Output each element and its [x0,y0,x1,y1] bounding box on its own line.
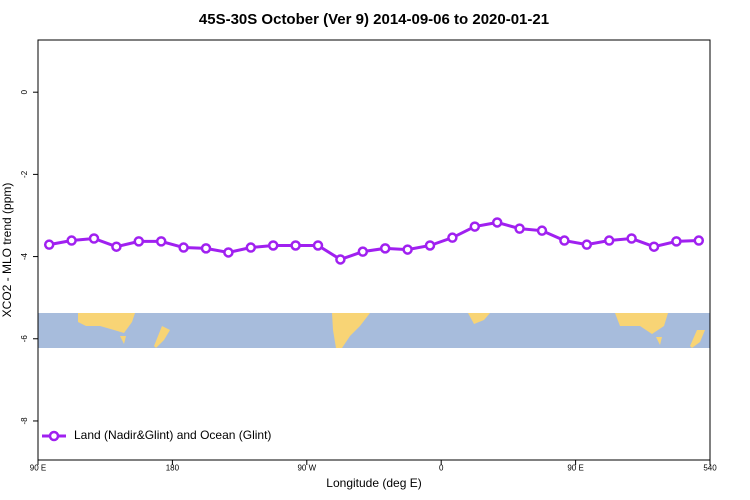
x-tick-label: 540 [703,464,717,473]
data-point [223,247,234,258]
data-point [603,235,615,246]
y-tick-label: -4 [20,252,29,260]
data-point [178,242,189,253]
data-point [66,235,77,246]
chart-title: 45S-30S October (Ver 9) 2014-09-06 to 20… [199,11,549,28]
data-point [245,242,257,253]
x-tick-label: 90 W [297,464,316,473]
data-point [626,233,637,244]
data-point [581,239,593,250]
data-point [357,246,369,257]
data-point [693,235,705,246]
y-tick-label: -2 [20,170,29,178]
x-tick-label: 90 E [30,464,46,473]
legend: Land (Nadir&Glint) and Ocean (Glint) [42,428,271,442]
y-tick-label: 0 [20,89,29,94]
data-point [312,240,324,251]
plot-frame [37,39,711,461]
data-point [469,221,481,232]
x-tick-label: 90 E [567,464,583,473]
data-point [111,241,122,252]
data-point [88,233,100,244]
y-tick-label: -6 [20,335,29,343]
data-point [267,240,279,251]
y-axis-label: XCO2 - MLO trend (ppm) [0,183,14,318]
data-point [491,217,503,228]
data-point [424,240,436,251]
data-point [290,240,301,251]
data-point [133,236,145,247]
data-point [155,236,167,247]
data-point [514,223,525,234]
data-point [335,254,346,265]
x-axis-label: Longitude (deg E) [326,476,421,490]
legend-marker [48,430,60,442]
data-point [671,236,682,247]
data-point [379,243,391,254]
data-point [447,232,458,243]
data-point [536,225,548,236]
data-point [200,243,212,254]
x-tick-label: 0 [439,464,444,473]
data-point [402,244,413,255]
map-strip [38,313,710,348]
series-line [48,220,699,262]
data-point [648,241,660,252]
legend-label: Land (Nadir&Glint) and Ocean (Glint) [74,428,271,442]
y-tick-label: -8 [20,417,29,425]
data-point [43,239,55,250]
x-tick-label: 180 [166,464,180,473]
data-point [559,235,570,246]
